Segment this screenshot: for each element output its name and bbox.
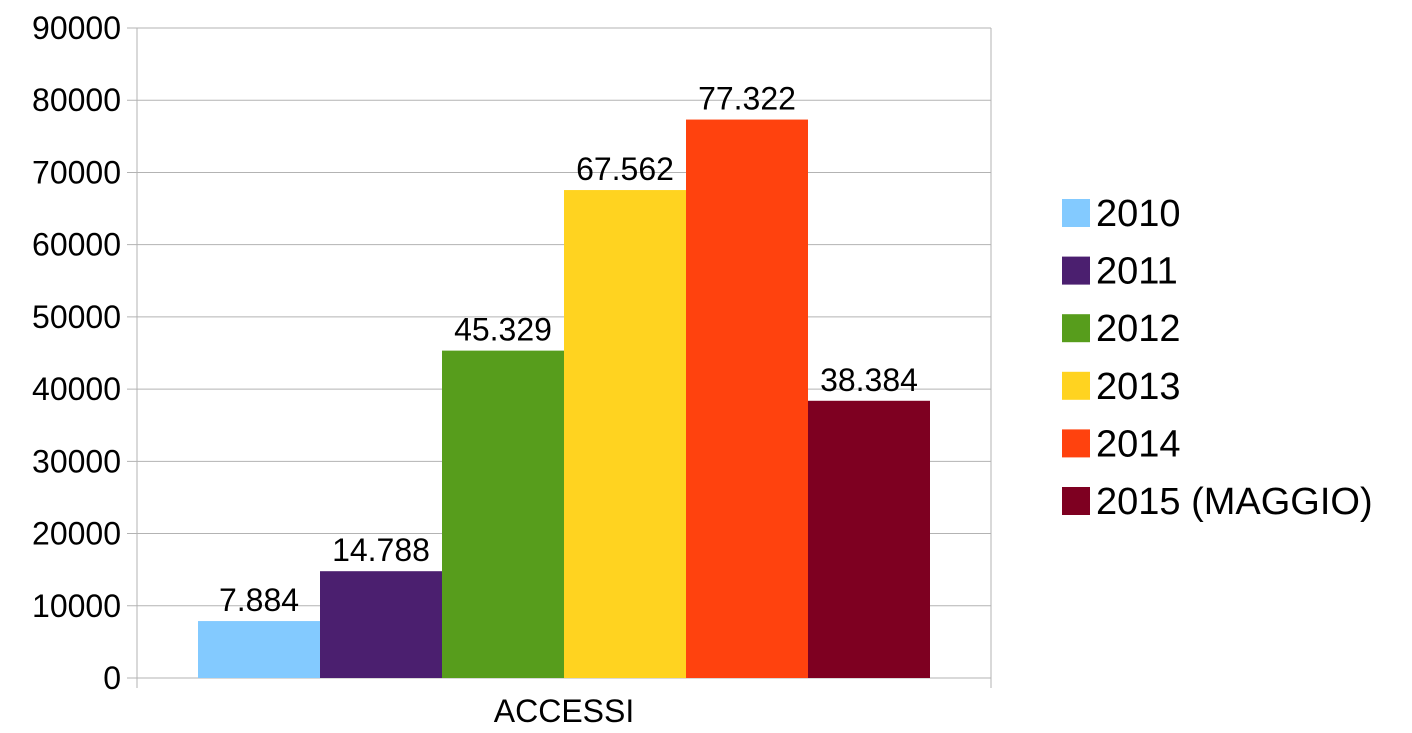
data-label: 14.788 <box>332 532 430 568</box>
bar-2010 <box>198 621 320 678</box>
y-tick-label: 90000 <box>32 10 121 46</box>
data-label: 38.384 <box>820 362 918 398</box>
legend-swatch <box>1062 199 1090 227</box>
legend-label: 2014 <box>1096 423 1181 465</box>
legend: 2010 2011 2012 2013 2014 2015 (MAGGIO) <box>1062 193 1373 523</box>
data-labels: 7.884 14.788 45.329 67.562 77.322 38.384 <box>219 81 918 618</box>
bars <box>198 119 930 678</box>
legend-label: 2012 <box>1096 308 1181 350</box>
legend-label: 2010 <box>1096 193 1181 235</box>
bar-2015-maggio <box>808 400 930 678</box>
y-tick-label: 10000 <box>32 588 121 624</box>
bar-2012 <box>442 350 564 678</box>
legend-label: 2015 (MAGGIO) <box>1096 481 1373 523</box>
y-tick-label: 20000 <box>32 516 121 552</box>
axes: 0 10000 20000 30000 40000 50000 60000 70000 8000… <box>32 10 992 729</box>
y-tick-label: 50000 <box>32 299 121 335</box>
bar-2014 <box>686 119 808 678</box>
data-label: 7.884 <box>219 582 299 618</box>
data-label: 45.329 <box>454 312 552 348</box>
y-tick-label: 80000 <box>32 82 121 118</box>
bar-2011 <box>320 571 442 678</box>
data-label: 77.322 <box>698 81 796 117</box>
legend-swatch <box>1062 371 1090 400</box>
legend-swatch <box>1062 429 1090 458</box>
y-tick-label: 70000 <box>32 154 121 190</box>
legend-label: 2013 <box>1096 366 1181 408</box>
x-tick-label: ACCESSI <box>494 693 634 729</box>
y-tick-label: 0 <box>103 660 121 696</box>
data-label: 67.562 <box>576 151 674 187</box>
legend-swatch <box>1062 487 1090 515</box>
y-tick-label: 40000 <box>32 371 121 407</box>
legend-swatch <box>1062 256 1090 285</box>
y-tick-label: 60000 <box>32 227 121 263</box>
y-tick-label: 30000 <box>32 443 121 479</box>
legend-swatch <box>1062 314 1090 343</box>
legend-label: 2011 <box>1096 251 1178 293</box>
bar-2013 <box>564 190 686 678</box>
